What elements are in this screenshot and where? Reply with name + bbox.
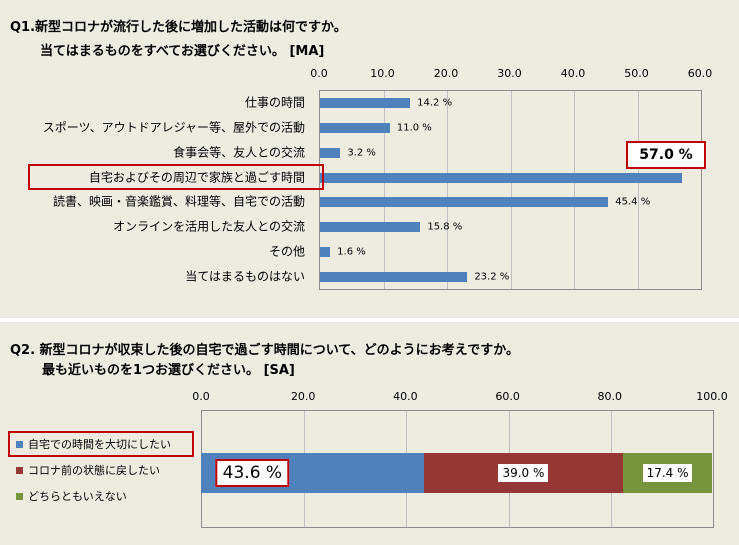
chart2-legend-swatch xyxy=(16,492,23,500)
chart1-data-label: 14.2 % xyxy=(417,97,453,109)
chart1-x-tick-label: 40.0 xyxy=(560,67,586,80)
q1-title-line1: Q1.新型コロナが流行した後に増加した活動は何ですか。 xyxy=(10,20,347,35)
chart2-x-tick-label: 80.0 xyxy=(597,390,623,403)
chart1-category-label: 当てはまるものはない xyxy=(185,269,305,284)
chart1-gridline xyxy=(383,91,385,289)
chart1-category-label: 食事会等、友人との交流 xyxy=(173,145,305,160)
chart2-data-label: 39.0 % xyxy=(498,464,549,482)
chart2-legend-swatch xyxy=(16,466,23,474)
chart1-x-tick-label: 50.0 xyxy=(624,67,649,80)
chart1-data-label: 11.0 % xyxy=(396,122,432,134)
chart2-legend-label: コロナ前の状態に戻したい xyxy=(28,464,160,477)
chart1-data-label: 15.8 % xyxy=(427,221,463,233)
chart1-category-label: 読書、映画・音楽鑑賞、料理等、自宅での活動 xyxy=(52,194,305,209)
chart1-gridline xyxy=(510,91,512,289)
chart1-x-tick-label: 0.0 xyxy=(310,67,328,80)
chart2-legend-item: コロナ前の状態に戻したい xyxy=(16,462,160,478)
chart1-x-tick-label: 20.0 xyxy=(433,67,459,80)
chart2-legend-highlight-frame xyxy=(8,431,194,457)
chart1-gridline xyxy=(447,91,448,289)
chart2-x-tick-label: 20.0 xyxy=(290,390,316,403)
chart1-bar xyxy=(320,246,331,257)
chart2-data-label: 17.4 % xyxy=(642,464,693,482)
chart2-legend-label: 自宅での時間を大切にしたい xyxy=(28,438,171,451)
chart1-bar xyxy=(320,172,682,183)
chart1-bar xyxy=(320,123,390,134)
chart1-gridline xyxy=(574,91,575,289)
q2-title-line2: 最も近いものを1つお選びください。 [SA] xyxy=(42,363,295,378)
chart1-category-label: 仕事の時間 xyxy=(244,95,305,110)
chart2-legend-swatch xyxy=(16,440,23,448)
chart1-gridline xyxy=(637,91,639,289)
chart1-x-tick-label: 30.0 xyxy=(497,67,522,80)
chart1-data-label: 23.2 % xyxy=(474,271,510,283)
chart1-category-label: 自宅およびその周辺で家族と過ごす時間 xyxy=(88,170,305,185)
chart2-x-tick-label: 100.0 xyxy=(696,390,728,403)
chart2-legend-item: どちらともいえない xyxy=(16,488,127,504)
chart1-data-label: 3.2 % xyxy=(347,147,376,159)
chart1-category-label: オンラインを活用した友人との交流 xyxy=(113,219,305,234)
chart1-bar xyxy=(320,147,341,158)
chart1-highlight-category-frame xyxy=(28,164,324,190)
chart2-data-label: 43.6 % xyxy=(215,459,290,487)
chart2-x-tick-label: 60.0 xyxy=(495,390,520,403)
chart1-x-tick-label: 10.0 xyxy=(370,67,395,80)
chart2-legend-item: 自宅での時間を大切にしたい xyxy=(16,436,171,452)
chart2-x-tick-label: 40.0 xyxy=(393,390,418,403)
q1-title-line2: 当てはまるものをすべてお選びください。 [MA] xyxy=(40,44,325,59)
q2-title-line1: Q2. 新型コロナが収束した後の自宅で過ごす時間について、どのようにお考えですか… xyxy=(10,343,520,358)
chart1-bar xyxy=(320,222,421,233)
chart1-category-label: スポーツ、アウトドアレジャー等、屋外での活動 xyxy=(42,120,305,135)
chart1-highlight-value: 57.0 % xyxy=(626,141,706,169)
chart2-x-tick-label: 0.0 xyxy=(192,390,210,403)
chart1-bar xyxy=(320,197,609,208)
chart1-plot-area: 14.2 % 11.0 % 3.2 % 45.4 % 15.8 % 1.6 % 23.2 % xyxy=(319,90,702,290)
chart2-legend-label: どちらともいえない xyxy=(28,490,127,503)
chart1-x-tick-label: 60.0 xyxy=(687,67,713,80)
chart1-category-label: その他 xyxy=(268,244,305,259)
chart1-data-label: 1.6 % xyxy=(337,246,366,258)
chart1-bar xyxy=(320,98,411,109)
chart1-bar xyxy=(320,271,468,282)
chart1-data-label: 45.4 % xyxy=(615,196,651,208)
